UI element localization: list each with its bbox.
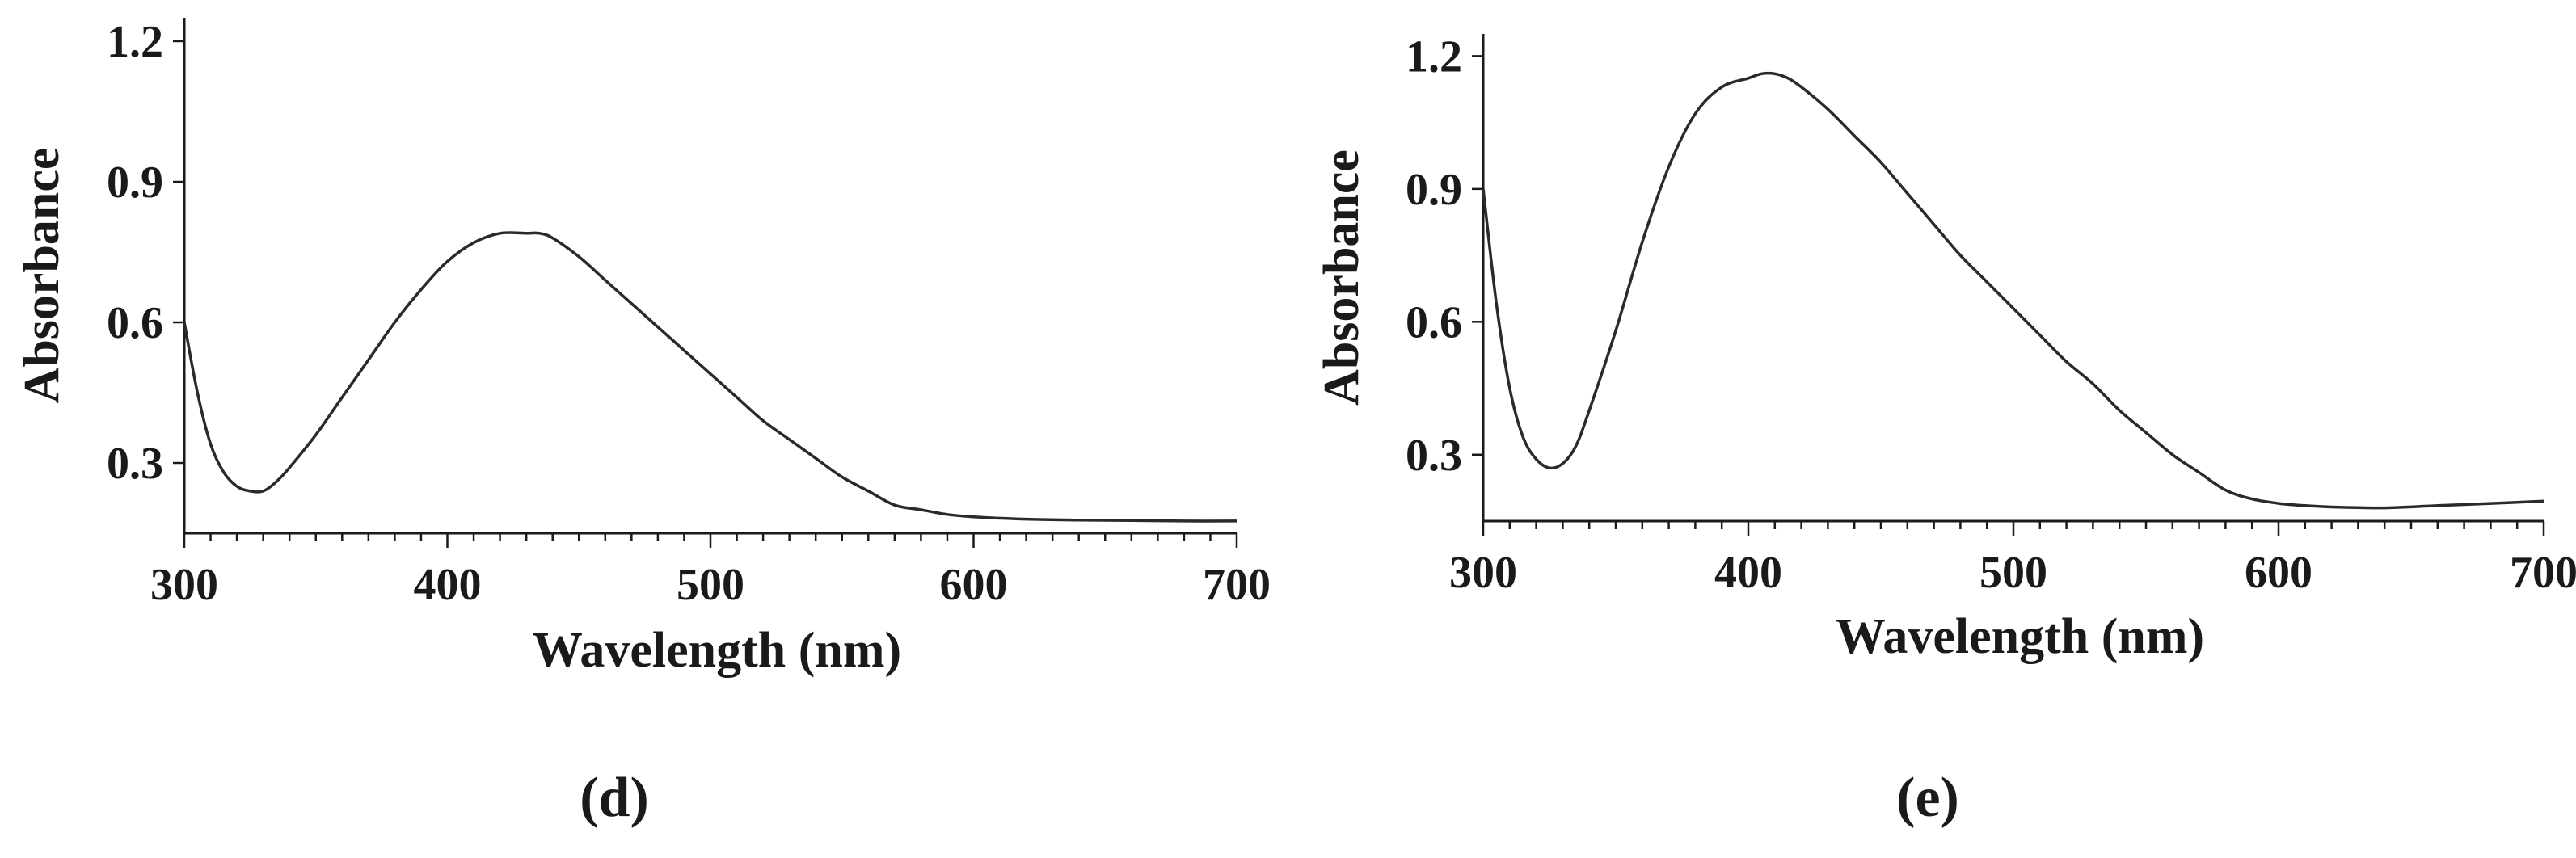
y-tick-label: 0.9 xyxy=(1406,165,1462,215)
x-tick-label: 700 xyxy=(1203,560,1271,610)
x-tick-label: 500 xyxy=(677,560,744,610)
x-axis-label: Wavelength (nm) xyxy=(533,623,901,678)
absorbance-curve xyxy=(183,231,1237,523)
panel-label: (e) xyxy=(1896,767,1959,829)
y-tick-label: 0.3 xyxy=(107,439,163,489)
y-tick-label: 1.2 xyxy=(1406,32,1462,82)
x-tick-label: 600 xyxy=(2245,548,2312,598)
y-tick-label: 1.2 xyxy=(107,17,163,67)
y-axis-label: Absorbance xyxy=(1314,149,1369,406)
chart-panel-e: 300 400 500 600 700 0.3 0.6 0.9 1.2 Wavelength (n… xyxy=(1314,32,2576,829)
x-tick-label: 400 xyxy=(414,560,482,610)
chart-panel-d: 300 400 500 600 700 0.3 0.6 0.9 1.2 Wavelength (n… xyxy=(15,17,1271,829)
y-tick-label: 0.6 xyxy=(1406,297,1462,347)
absorbance-curve xyxy=(1482,71,2544,510)
x-tick-label: 400 xyxy=(1714,548,1782,598)
y-tick-label: 0.9 xyxy=(107,158,163,208)
x-tick-label: 300 xyxy=(150,560,218,610)
x-tick-label: 300 xyxy=(1449,548,1517,598)
x-tick-label: 700 xyxy=(2510,548,2576,598)
y-tick-label: 0.3 xyxy=(1406,431,1462,481)
x-tick-label: 600 xyxy=(940,560,1008,610)
x-axis-label: Wavelength (nm) xyxy=(1836,609,2204,664)
y-tick-label: 0.6 xyxy=(107,298,163,348)
panel-label: (d) xyxy=(580,767,649,829)
x-tick-label: 500 xyxy=(1979,548,2047,598)
y-axis-label: Absorbance xyxy=(15,148,70,404)
